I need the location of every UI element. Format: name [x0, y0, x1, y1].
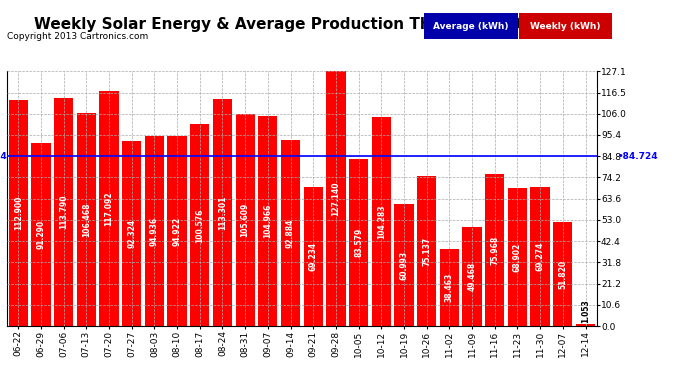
Text: 75.968: 75.968: [490, 236, 500, 265]
Bar: [122, 141, 141, 326]
Bar: [190, 124, 209, 326]
Text: 51.820: 51.820: [558, 260, 567, 289]
Text: 113.301: 113.301: [218, 195, 227, 230]
Text: 91.290: 91.290: [37, 220, 46, 249]
Text: 49.468: 49.468: [468, 262, 477, 291]
Text: 94.922: 94.922: [172, 216, 181, 246]
Text: 83.579: 83.579: [354, 228, 363, 257]
Text: 92.324: 92.324: [127, 219, 136, 248]
Bar: [462, 227, 482, 326]
Bar: [485, 174, 504, 326]
Text: 69.234: 69.234: [308, 242, 317, 272]
Text: Average (kWh): Average (kWh): [433, 22, 509, 31]
Text: 94.936: 94.936: [150, 216, 159, 246]
Bar: [77, 112, 96, 326]
Text: 104.283: 104.283: [377, 204, 386, 239]
Text: 100.576: 100.576: [195, 208, 204, 243]
Text: Copyright 2013 Cartronics.com: Copyright 2013 Cartronics.com: [7, 32, 148, 41]
Bar: [531, 187, 550, 326]
Bar: [372, 117, 391, 326]
Text: 69.274: 69.274: [535, 242, 544, 272]
Text: 117.092: 117.092: [104, 192, 114, 226]
Text: 113.790: 113.790: [59, 195, 68, 230]
Text: •84.724: •84.724: [618, 152, 658, 161]
Text: 104.966: 104.966: [264, 204, 273, 238]
Bar: [54, 98, 73, 326]
Text: Weekly Solar Energy & Average Production Thu Dec 19 07:32: Weekly Solar Energy & Average Production…: [34, 17, 560, 32]
Bar: [235, 114, 255, 326]
Bar: [99, 92, 119, 326]
Bar: [31, 143, 50, 326]
Text: 1.053: 1.053: [581, 299, 590, 323]
Text: 105.609: 105.609: [241, 203, 250, 237]
Bar: [576, 324, 595, 326]
Bar: [395, 204, 413, 326]
Bar: [145, 136, 164, 326]
Text: 75.137: 75.137: [422, 236, 431, 266]
Bar: [553, 222, 573, 326]
Bar: [440, 249, 459, 326]
Bar: [213, 99, 232, 326]
Text: 112.900: 112.900: [14, 196, 23, 230]
Bar: [349, 159, 368, 326]
Text: 38.463: 38.463: [445, 273, 454, 302]
Bar: [281, 140, 300, 326]
Bar: [417, 176, 436, 326]
Text: • 84.724: • 84.724: [0, 152, 7, 161]
Text: 106.468: 106.468: [82, 202, 91, 237]
Bar: [304, 188, 323, 326]
Text: 68.902: 68.902: [513, 243, 522, 272]
Bar: [8, 100, 28, 326]
Text: 60.993: 60.993: [400, 251, 408, 280]
Bar: [258, 116, 277, 326]
Text: 92.884: 92.884: [286, 218, 295, 248]
Bar: [168, 136, 187, 326]
Bar: [326, 71, 346, 326]
Text: Weekly (kWh): Weekly (kWh): [530, 22, 601, 31]
Bar: [508, 188, 527, 326]
Text: 127.140: 127.140: [331, 182, 340, 216]
